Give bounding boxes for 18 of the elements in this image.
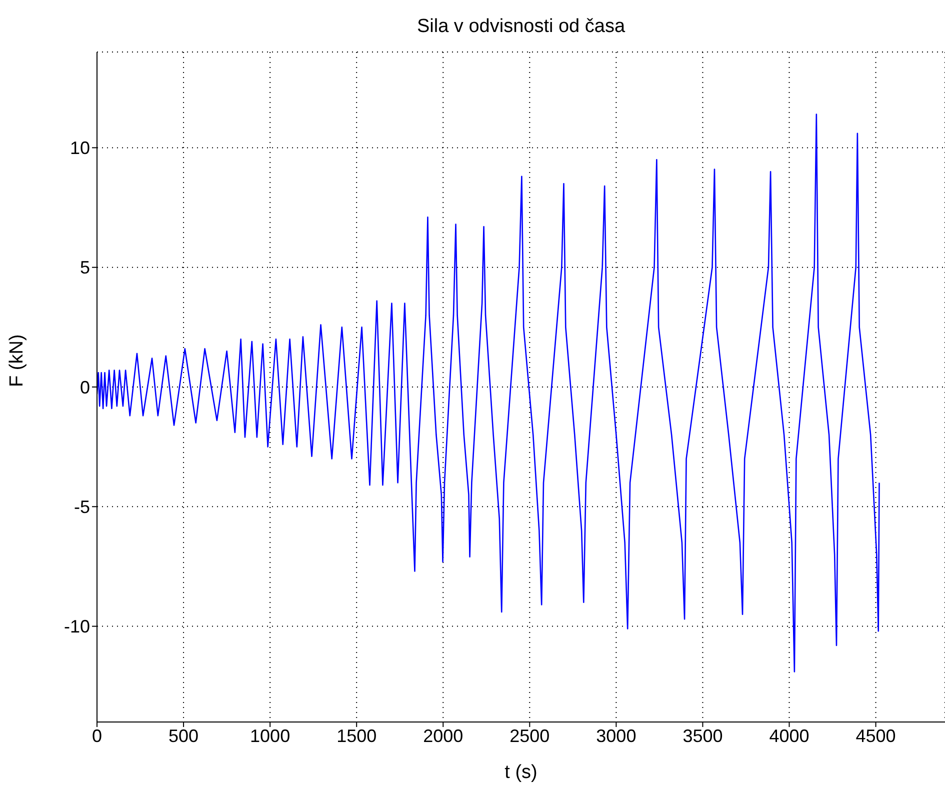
x-tick-label: 2000 bbox=[423, 726, 464, 746]
x-tick-label: 2500 bbox=[510, 726, 550, 746]
x-tick-label: 1000 bbox=[250, 726, 290, 746]
y-tick-label: 0 bbox=[80, 377, 90, 398]
x-tick-label: 1500 bbox=[336, 726, 377, 746]
line-series bbox=[97, 114, 880, 672]
y-tick-label: -5 bbox=[74, 497, 90, 518]
y-tick-label: 5 bbox=[80, 258, 90, 278]
x-tick-label: 4500 bbox=[856, 726, 896, 746]
chart-title: Sila v odvisnosti od časa bbox=[416, 15, 626, 39]
y-tick-label: 10 bbox=[70, 138, 90, 158]
y-axis-title: F (kN) bbox=[6, 334, 28, 387]
x-tick-label: 4000 bbox=[769, 726, 810, 746]
x-tick-label: 3500 bbox=[682, 726, 723, 746]
x-tick-label: 500 bbox=[168, 726, 199, 746]
y-tick-label: -10 bbox=[64, 616, 90, 637]
x-tick-label: 3000 bbox=[596, 726, 636, 746]
x-axis-title: t (s) bbox=[504, 762, 538, 783]
